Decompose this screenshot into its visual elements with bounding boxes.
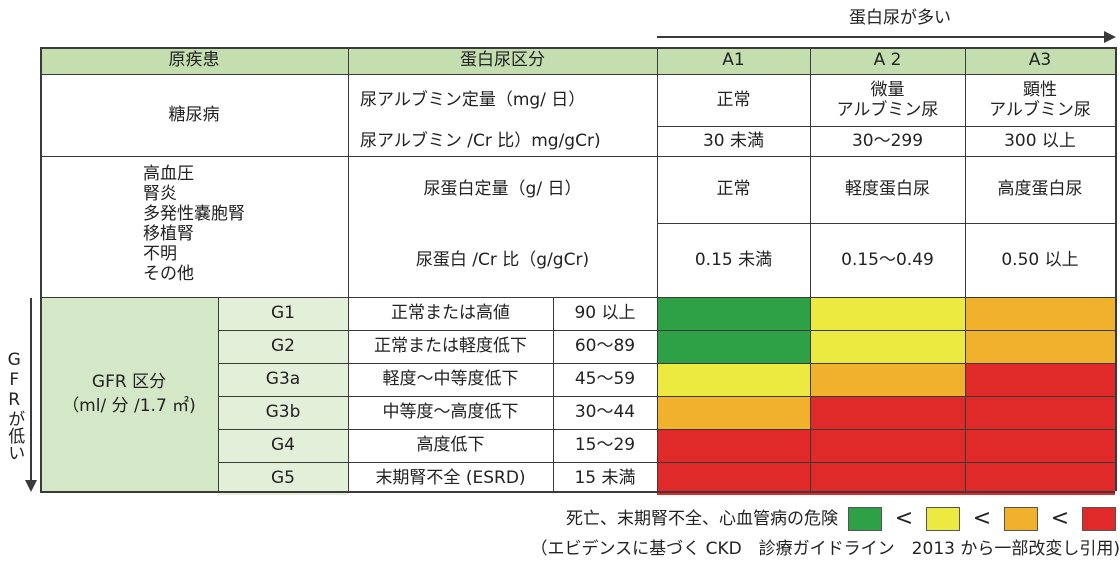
grid-line — [40, 74, 1115, 75]
other-measure-quantity: 尿蛋白定量（g/ 日） — [423, 179, 582, 200]
risk-cell — [810, 396, 965, 429]
gfr-description: 正常または軽度低下 — [374, 336, 527, 357]
diabetes-measure-ratio: 尿アルブミン /Cr 比）mg/gCr) — [360, 130, 601, 151]
grid-line — [40, 156, 1115, 157]
gfr-range: 30〜44 — [574, 402, 636, 423]
risk-cell — [657, 429, 810, 462]
risk-cell — [810, 429, 965, 462]
risk-cell — [657, 330, 810, 363]
grid-line — [553, 297, 554, 491]
protein-direction-arrow-line — [657, 36, 1107, 38]
header-primary-disease: 原疾患 — [40, 47, 348, 74]
gfr-stage: G1 — [218, 297, 348, 330]
gfr-direction-label: GFRが低い — [4, 349, 25, 461]
grid-line — [348, 47, 349, 491]
grid-line — [965, 47, 966, 491]
source-citation: （エビデンスに基づく CKD 診療ガイドライン 2013 から一部改変し引用) — [530, 538, 1120, 559]
diabetes-a2-label: 微量 アルブミン尿 — [836, 79, 939, 120]
gfr-description: 正常または高値 — [391, 303, 510, 324]
gfr-stage: G4 — [218, 429, 348, 462]
gfr-range: 45〜59 — [574, 369, 636, 390]
gfr-category-label: GFR 区分 （ml/ 分 /1.7 ㎡) — [40, 297, 218, 491]
risk-legend-less-than: < — [972, 505, 992, 531]
gfr-description: 軽度〜中等度低下 — [382, 369, 519, 390]
diabetes-disease: 糖尿病 — [168, 104, 220, 125]
gfr-range: 15 未満 — [574, 468, 636, 489]
gfr-range: 15〜29 — [574, 435, 636, 456]
diabetes-a3-label: 顕性 アルブミン尿 — [989, 79, 1091, 120]
risk-cell — [810, 363, 965, 396]
gfr-stage: G3a — [218, 363, 348, 396]
gfr-stage: G3b — [218, 396, 348, 429]
gfr-description: 末期腎不全 (ESRD) — [375, 468, 526, 489]
risk-cell — [810, 297, 965, 330]
other-a3-label: 高度蛋白尿 — [997, 179, 1083, 200]
gfr-direction-arrowhead — [25, 480, 37, 492]
risk-cell — [965, 297, 1115, 330]
grid-line — [218, 429, 1115, 430]
risk-cell — [657, 297, 810, 330]
risk-cell — [657, 363, 810, 396]
header-a3: A3 — [965, 47, 1115, 74]
risk-cell — [965, 363, 1115, 396]
risk-legend-less-than: < — [894, 505, 914, 531]
other-a2-label: 軽度蛋白尿 — [845, 179, 930, 200]
grid-line — [218, 363, 1115, 364]
other-measure-ratio: 尿蛋白 /Cr 比（g/gCr) — [415, 249, 590, 270]
grid-line — [218, 462, 1115, 463]
grid-line — [810, 47, 811, 491]
protein-direction-arrowhead — [1104, 31, 1116, 43]
risk-cell — [657, 462, 810, 495]
gfr-range: 60〜89 — [574, 336, 636, 357]
gfr-stage: G5 — [218, 462, 348, 495]
gfr-direction-arrow-line — [30, 298, 32, 482]
diabetes-measure-quantity: 尿アルブミン定量（mg/ 日） — [360, 89, 586, 110]
header-a1: A1 — [657, 47, 810, 74]
grid-line — [1115, 47, 1117, 491]
other-a2-range: 0.15〜0.49 — [841, 249, 934, 270]
header-a2: A 2 — [810, 47, 965, 74]
grid-line — [657, 47, 658, 491]
grid-line — [40, 491, 1115, 493]
risk-cell — [657, 396, 810, 429]
risk-cell — [965, 330, 1115, 363]
other-diseases-list: 高血圧 腎炎 多発性嚢胞腎 移植腎 不明 その他 — [143, 164, 245, 284]
risk-legend-swatch — [1004, 507, 1038, 531]
diabetes-a3-range: 300 以上 — [1004, 130, 1076, 151]
other-a1-range: 0.15 未満 — [694, 249, 773, 270]
protein-direction-label: 蛋白尿が多い — [849, 7, 951, 28]
gfr-description: 中等度〜高度低下 — [382, 402, 519, 423]
risk-legend-label: 死亡、末期腎不全、心血管病の危険 — [566, 508, 838, 529]
diabetes-a1-range: 30 未満 — [702, 130, 765, 151]
gfr-description: 高度低下 — [416, 435, 485, 456]
risk-legend-swatch — [1082, 507, 1116, 531]
other-a1-label: 正常 — [716, 179, 751, 200]
grid-line — [40, 297, 1115, 298]
header-proteinuria-category: 蛋白尿区分 — [348, 47, 657, 74]
diabetes-a2-range: 30〜299 — [851, 130, 924, 151]
risk-cell — [965, 396, 1115, 429]
diabetes-a1-label: 正常 — [716, 89, 751, 110]
risk-legend-swatch — [848, 507, 882, 531]
risk-legend-less-than: < — [1050, 505, 1070, 531]
grid-line — [657, 223, 1115, 224]
grid-line — [218, 297, 219, 491]
grid-line — [218, 330, 1115, 331]
grid-line — [657, 126, 1115, 127]
other-a3-range: 0.50 以上 — [1001, 249, 1079, 270]
grid-line — [40, 47, 42, 491]
grid-line — [40, 47, 1115, 49]
risk-cell — [810, 330, 965, 363]
gfr-stage: G2 — [218, 330, 348, 363]
gfr-range: 90 以上 — [574, 303, 636, 324]
risk-cell — [965, 429, 1115, 462]
risk-cell — [810, 462, 965, 495]
risk-legend-swatch — [926, 507, 960, 531]
risk-cell — [965, 462, 1115, 495]
grid-line — [218, 396, 1115, 397]
